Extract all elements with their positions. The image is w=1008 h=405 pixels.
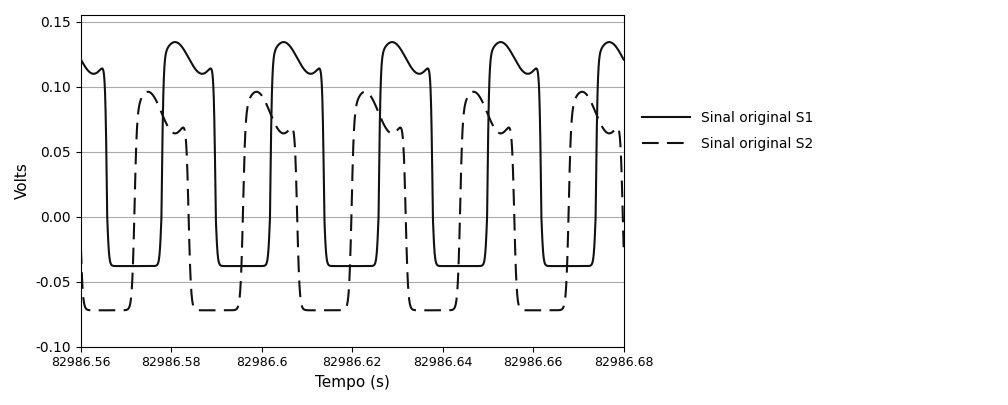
Line: Sinal original S1: Sinal original S1 [81, 42, 624, 266]
Sinal original S1 [386, 40, 398, 45]
Sinal original S1 [302, 71, 314, 76]
Sinal original S1 [307, 71, 320, 76]
Sinal original S1 [346, 264, 358, 269]
Sinal original S1 [601, 40, 613, 45]
Sinal original S2 [468, 90, 480, 94]
Sinal original S2 [302, 308, 314, 313]
Sinal original S2 [601, 130, 613, 135]
Sinal original S2 [75, 245, 87, 249]
Sinal original S2 [575, 90, 587, 95]
Sinal original S2 [470, 90, 482, 95]
Sinal original S2 [426, 308, 438, 313]
X-axis label: Tempo (s): Tempo (s) [314, 375, 390, 390]
Sinal original S1 [618, 57, 630, 62]
Sinal original S2 [307, 308, 320, 313]
Sinal original S1 [333, 264, 345, 269]
Sinal original S2 [618, 246, 630, 251]
Sinal original S1 [470, 264, 482, 269]
Sinal original S1 [75, 57, 87, 62]
Sinal original S1 [575, 264, 587, 269]
Sinal original S2 [333, 308, 345, 313]
Legend: Sinal original S1, Sinal original S2: Sinal original S1, Sinal original S2 [636, 105, 820, 157]
Line: Sinal original S2: Sinal original S2 [81, 92, 624, 310]
Y-axis label: Volts: Volts [15, 162, 30, 199]
